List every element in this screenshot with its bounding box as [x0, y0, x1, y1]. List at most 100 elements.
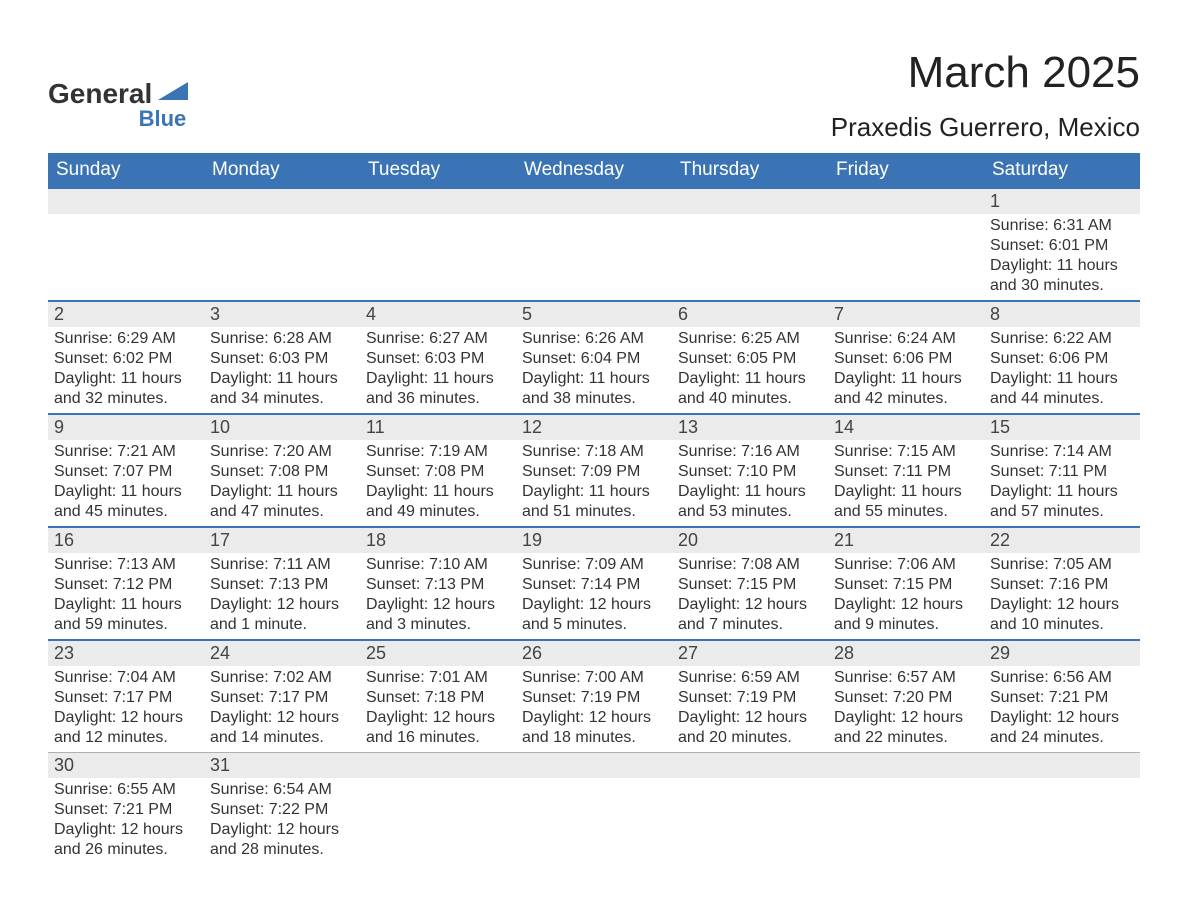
day-number-cell: 7 — [828, 300, 984, 327]
daylight-line: Daylight: 11 hours — [54, 369, 198, 389]
sunset-line: Sunset: 6:03 PM — [366, 349, 510, 369]
day-number: 2 — [54, 304, 64, 324]
day-header: Wednesday — [516, 153, 672, 187]
day-number-cell — [360, 187, 516, 214]
sunrise-line: Sunrise: 6:59 AM — [678, 668, 822, 688]
day-number: 29 — [990, 643, 1010, 663]
day-number-cell — [828, 187, 984, 214]
sunset-line: Sunset: 7:12 PM — [54, 575, 198, 595]
day-body-cell: Sunrise: 7:13 AMSunset: 7:12 PMDaylight:… — [48, 553, 204, 639]
sunrise-line: Sunrise: 7:15 AM — [834, 442, 978, 462]
daylight-line: Daylight: 11 hours — [522, 482, 666, 502]
day-body-cell: Sunrise: 6:26 AMSunset: 6:04 PMDaylight:… — [516, 327, 672, 413]
day-number-cell — [204, 187, 360, 214]
day-body-cell — [360, 778, 516, 864]
sunrise-line: Sunrise: 6:55 AM — [54, 780, 198, 800]
sunset-line: Sunset: 7:21 PM — [54, 800, 198, 820]
daylight-line-2: and 12 minutes. — [54, 728, 198, 748]
sunset-line: Sunset: 7:13 PM — [210, 575, 354, 595]
day-number: 13 — [678, 417, 698, 437]
day-number: 31 — [210, 755, 230, 775]
sunrise-line: Sunrise: 7:09 AM — [522, 555, 666, 575]
day-body-cell: Sunrise: 7:01 AMSunset: 7:18 PMDaylight:… — [360, 666, 516, 752]
day-body-cell: Sunrise: 7:11 AMSunset: 7:13 PMDaylight:… — [204, 553, 360, 639]
sunset-line: Sunset: 6:04 PM — [522, 349, 666, 369]
week-daynum-row: 16171819202122 — [48, 526, 1140, 553]
day-number: 20 — [678, 530, 698, 550]
day-body-cell: Sunrise: 7:19 AMSunset: 7:08 PMDaylight:… — [360, 440, 516, 526]
day-number-cell: 13 — [672, 413, 828, 440]
day-number — [834, 191, 839, 211]
day-number — [990, 755, 995, 775]
week-body-row: Sunrise: 7:13 AMSunset: 7:12 PM Daylight:… — [48, 553, 1140, 639]
day-body-cell: Sunrise: 7:06 AMSunset: 7:15 PMDaylight:… — [828, 553, 984, 639]
sunrise-line: Sunrise: 6:31 AM — [990, 216, 1134, 236]
day-number: 5 — [522, 304, 532, 324]
daylight-line-2: and 42 minutes. — [834, 389, 978, 409]
day-number: 22 — [990, 530, 1010, 550]
daylight-line-2: and 34 minutes. — [210, 389, 354, 409]
sunrise-line: Sunrise: 7:13 AM — [54, 555, 198, 575]
sunrise-line: Sunrise: 7:14 AM — [990, 442, 1134, 462]
day-number-cell: 1 — [984, 187, 1140, 214]
daylight-line-2: and 10 minutes. — [990, 615, 1134, 635]
daylight-line-2: and 45 minutes. — [54, 502, 198, 522]
day-number: 23 — [54, 643, 74, 663]
brand-name-a: General — [48, 78, 152, 109]
daylight-line-2: and 3 minutes. — [366, 615, 510, 635]
day-number: 7 — [834, 304, 844, 324]
day-number — [522, 191, 527, 211]
day-number: 28 — [834, 643, 854, 663]
daylight-line: Daylight: 12 hours — [366, 708, 510, 728]
daylight-line-2: and 32 minutes. — [54, 389, 198, 409]
sunrise-line: Sunrise: 7:19 AM — [366, 442, 510, 462]
day-number: 1 — [990, 191, 1000, 211]
daylight-line-2: and 51 minutes. — [522, 502, 666, 522]
sunset-line: Sunset: 7:19 PM — [678, 688, 822, 708]
day-number: 18 — [366, 530, 386, 550]
day-number-cell: 15 — [984, 413, 1140, 440]
day-number-cell: 3 — [204, 300, 360, 327]
daylight-line: Daylight: 11 hours — [210, 369, 354, 389]
daylight-line-2: and 22 minutes. — [834, 728, 978, 748]
day-number-cell: 10 — [204, 413, 360, 440]
day-number: 14 — [834, 417, 854, 437]
day-number — [366, 191, 371, 211]
sunrise-line: Sunrise: 6:56 AM — [990, 668, 1134, 688]
sunset-line: Sunset: 7:11 PM — [990, 462, 1134, 482]
daylight-line: Daylight: 12 hours — [990, 595, 1134, 615]
sunrise-line: Sunrise: 7:18 AM — [522, 442, 666, 462]
daylight-line-2: and 5 minutes. — [522, 615, 666, 635]
day-number-cell: 18 — [360, 526, 516, 553]
header: General Blue March 2025 Praxedis Guerrer… — [48, 48, 1140, 143]
sunset-line: Sunset: 7:17 PM — [54, 688, 198, 708]
daylight-line-2: and 20 minutes. — [678, 728, 822, 748]
sunrise-line: Sunrise: 6:54 AM — [210, 780, 354, 800]
daylight-line: Daylight: 12 hours — [522, 708, 666, 728]
day-body-cell: Sunrise: 6:56 AMSunset: 7:21 PMDaylight:… — [984, 666, 1140, 752]
day-number: 6 — [678, 304, 688, 324]
day-body-cell — [828, 214, 984, 300]
sunset-line: Sunset: 7:14 PM — [522, 575, 666, 595]
sunset-line: Sunset: 7:18 PM — [366, 688, 510, 708]
day-body-cell — [204, 214, 360, 300]
day-number: 10 — [210, 417, 230, 437]
daylight-line: Daylight: 12 hours — [366, 595, 510, 615]
sunrise-line: Sunrise: 7:06 AM — [834, 555, 978, 575]
sunset-line: Sunset: 7:11 PM — [834, 462, 978, 482]
day-number — [678, 755, 683, 775]
week-daynum-row: 3031 — [48, 752, 1140, 778]
day-number: 8 — [990, 304, 1000, 324]
sunset-line: Sunset: 7:19 PM — [522, 688, 666, 708]
day-number-cell — [360, 752, 516, 778]
day-number: 24 — [210, 643, 230, 663]
day-number: 26 — [522, 643, 542, 663]
daylight-line: Daylight: 11 hours — [54, 482, 198, 502]
week-body-row: Sunrise: 7:21 AMSunset: 7:07 PMDaylight:… — [48, 440, 1140, 526]
sunrise-line: Sunrise: 7:01 AM — [366, 668, 510, 688]
daylight-line: Daylight: 11 hours — [678, 482, 822, 502]
daylight-line-2: and 26 minutes. — [54, 840, 198, 860]
sunset-line: Sunset: 7:15 PM — [678, 575, 822, 595]
sunset-line: Sunset: 7:10 PM — [678, 462, 822, 482]
day-number — [522, 755, 527, 775]
